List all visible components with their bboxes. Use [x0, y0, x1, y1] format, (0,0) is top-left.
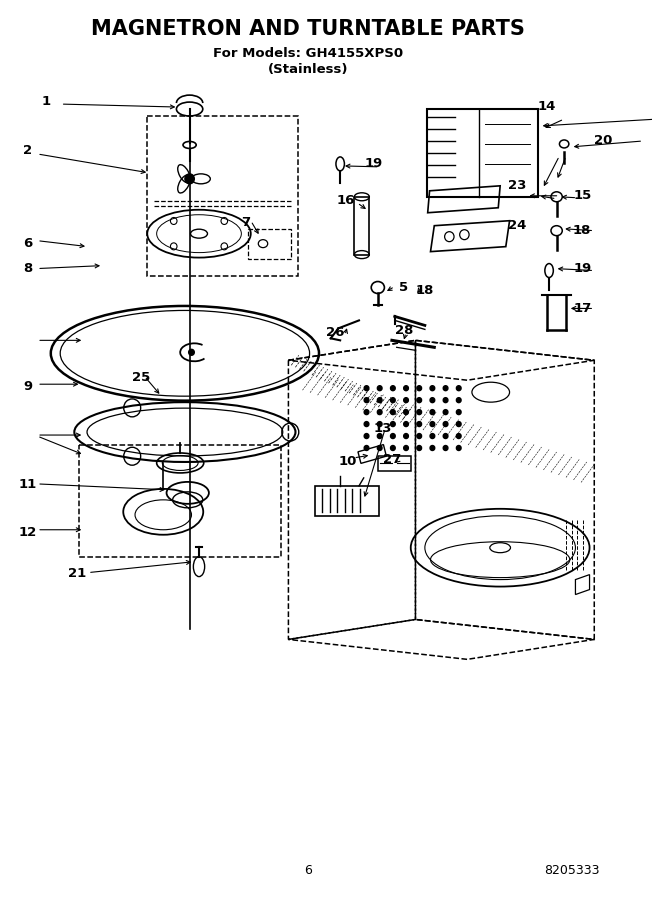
Circle shape	[378, 434, 382, 438]
Circle shape	[456, 410, 461, 415]
Circle shape	[378, 421, 382, 427]
Circle shape	[404, 398, 408, 402]
Circle shape	[378, 410, 382, 415]
Text: 11: 11	[19, 479, 37, 491]
Text: 6: 6	[23, 237, 33, 250]
Text: 18: 18	[416, 284, 434, 297]
Circle shape	[391, 434, 395, 438]
Circle shape	[378, 446, 382, 451]
Circle shape	[378, 386, 382, 391]
Text: MAGNETRON AND TURNTABLE PARTS: MAGNETRON AND TURNTABLE PARTS	[91, 19, 525, 40]
Text: 9: 9	[23, 380, 33, 392]
Circle shape	[430, 386, 435, 391]
Circle shape	[443, 434, 448, 438]
Text: 28: 28	[395, 324, 413, 337]
Text: 12: 12	[19, 526, 37, 539]
Circle shape	[417, 386, 422, 391]
Text: 6: 6	[304, 864, 312, 878]
Circle shape	[417, 410, 422, 415]
Circle shape	[391, 386, 395, 391]
Text: 19: 19	[365, 158, 383, 170]
Circle shape	[364, 421, 369, 427]
Circle shape	[364, 410, 369, 415]
Text: 24: 24	[508, 220, 526, 232]
Circle shape	[391, 421, 395, 427]
Circle shape	[430, 410, 435, 415]
Bar	[78, 445, 281, 557]
Text: 8: 8	[23, 262, 33, 275]
Circle shape	[456, 446, 461, 451]
Circle shape	[417, 434, 422, 438]
Circle shape	[391, 398, 395, 402]
Circle shape	[364, 446, 369, 451]
Circle shape	[443, 421, 448, 427]
Bar	[315, 486, 379, 516]
Circle shape	[404, 421, 408, 427]
Bar	[358, 445, 387, 464]
Text: 16: 16	[336, 194, 355, 207]
Circle shape	[378, 398, 382, 402]
Text: 20: 20	[595, 134, 613, 148]
Text: 25: 25	[132, 371, 150, 383]
Text: 1: 1	[42, 94, 51, 108]
Circle shape	[456, 434, 461, 438]
Circle shape	[188, 349, 194, 356]
Circle shape	[404, 410, 408, 415]
Text: 5: 5	[398, 281, 408, 294]
Circle shape	[185, 174, 194, 184]
Text: 15: 15	[574, 189, 592, 202]
Text: 10: 10	[338, 455, 357, 469]
Text: 14: 14	[538, 100, 556, 112]
Circle shape	[391, 410, 395, 415]
Circle shape	[404, 446, 408, 451]
Text: 26: 26	[326, 326, 345, 339]
Text: 21: 21	[68, 567, 86, 580]
Circle shape	[430, 398, 435, 402]
Circle shape	[430, 446, 435, 451]
Circle shape	[430, 421, 435, 427]
Circle shape	[364, 434, 369, 438]
Circle shape	[443, 446, 448, 451]
Text: 13: 13	[374, 421, 392, 435]
Text: 2: 2	[23, 144, 33, 158]
Bar	[378, 456, 411, 471]
Text: 8205333: 8205333	[544, 864, 600, 878]
Text: 19: 19	[574, 262, 592, 275]
Circle shape	[430, 434, 435, 438]
Text: 27: 27	[383, 454, 401, 466]
Circle shape	[364, 398, 369, 402]
Circle shape	[417, 446, 422, 451]
Bar	[427, 109, 538, 197]
Circle shape	[456, 386, 461, 391]
Bar	[248, 229, 291, 258]
Circle shape	[443, 410, 448, 415]
Circle shape	[364, 386, 369, 391]
Circle shape	[417, 398, 422, 402]
Circle shape	[443, 398, 448, 402]
Text: 23: 23	[508, 179, 526, 193]
Text: (Stainless): (Stainless)	[268, 63, 348, 76]
Text: 17: 17	[574, 302, 592, 315]
Bar	[147, 116, 298, 275]
Circle shape	[443, 386, 448, 391]
Text: 18: 18	[573, 224, 591, 238]
Circle shape	[456, 421, 461, 427]
Text: 7: 7	[241, 216, 250, 230]
Text: For Models: GH4155XPS0: For Models: GH4155XPS0	[213, 47, 403, 59]
Circle shape	[404, 386, 408, 391]
Circle shape	[417, 421, 422, 427]
Circle shape	[456, 398, 461, 402]
Circle shape	[391, 446, 395, 451]
Circle shape	[404, 434, 408, 438]
Bar	[354, 197, 369, 255]
